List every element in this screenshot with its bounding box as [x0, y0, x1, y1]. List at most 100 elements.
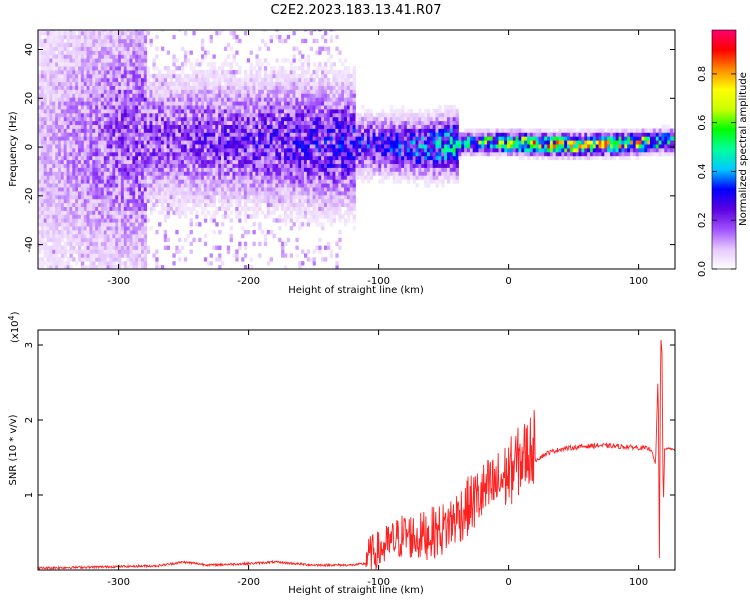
spectrogram-cell [60, 120, 65, 125]
spectrogram-cell [55, 206, 59, 211]
spectrogram-cell [192, 183, 196, 188]
spectrogram-cell [278, 136, 282, 141]
spectrogram-cell [141, 105, 145, 110]
spectrogram-cell [129, 265, 133, 269]
spectrogram-cell [163, 112, 168, 118]
spectrogram-cell [75, 191, 79, 196]
spectrogram-cell [118, 218, 122, 223]
spectrogram-cell [192, 206, 196, 211]
spectrogram-cell [326, 50, 331, 55]
spectrogram-cell [78, 241, 82, 246]
spectrogram-cell [135, 46, 139, 51]
spectrogram-cell [249, 179, 253, 184]
spectrogram-cell [203, 167, 208, 172]
spectrogram-cell [138, 167, 142, 172]
spectrogram-cell [135, 191, 139, 196]
spectrogram-cell [163, 183, 168, 188]
spectrogram-cell [95, 175, 99, 180]
spectrogram-cell [115, 222, 119, 227]
spectrogram-cell [138, 183, 142, 188]
spectrogram-cell [92, 183, 96, 188]
spectrogram-cell [92, 128, 96, 133]
spectrogram-cell [281, 112, 285, 118]
spectrogram-cell [206, 210, 210, 215]
spectrogram-cell [246, 112, 251, 118]
spectrogram-cell [304, 179, 308, 184]
spectrogram-cell [218, 179, 222, 184]
spectrogram-cell [281, 109, 285, 114]
spectrogram-cell [235, 198, 239, 204]
spectrogram-cell [100, 66, 105, 71]
spectrogram-cell [281, 89, 285, 94]
spectrogram-cell [46, 97, 50, 102]
spectrogram-cell [78, 124, 82, 129]
spectrogram-cell [106, 66, 110, 71]
spectrogram-cell [229, 101, 233, 106]
spectrogram-cell [123, 206, 128, 211]
spectrogram-cell [138, 85, 142, 90]
spectrogram-cell [126, 93, 130, 98]
spectrogram-cell [89, 191, 93, 196]
spectrogram-cell [115, 218, 119, 223]
spectrogram-cell [223, 179, 228, 184]
spectrogram-cell [118, 105, 122, 110]
spectrogram-cell [258, 253, 262, 258]
spectrogram-cell [52, 73, 56, 79]
spectrogram-cell [60, 112, 65, 118]
spectrogram-cell [112, 163, 116, 168]
spectrogram-cell [155, 124, 159, 129]
spectrogram-cell [120, 148, 125, 153]
spectrogram-cell [129, 171, 133, 176]
spectrogram-cell [126, 120, 130, 125]
spectrogram-cell [212, 194, 216, 200]
spectrogram-cell [58, 163, 62, 168]
spectrogram-cell [120, 187, 125, 192]
spectrogram-cell [146, 198, 150, 204]
spectrogram-cell [295, 151, 299, 157]
spectrogram-cell [318, 249, 322, 254]
spectrogram-cell [212, 77, 216, 83]
spectrogram-cell [286, 124, 291, 129]
spectrogram-cell [46, 202, 50, 207]
spectrogram-cell [169, 191, 173, 196]
spectrogram-cell [126, 101, 130, 106]
spectrogram-cell [141, 183, 145, 188]
spectrogram-cell [226, 163, 231, 168]
spectrogram-cell [146, 187, 150, 192]
spectrogram-cell [40, 187, 45, 192]
spectrogram-cell [235, 191, 239, 196]
spectrogram-cell [132, 54, 136, 59]
spectrogram-cell [149, 81, 153, 86]
spectrogram-cell [69, 31, 73, 36]
spectrogram-cell [286, 81, 291, 86]
spectrogram-cell [221, 132, 225, 137]
spectrogram-cell [52, 253, 56, 258]
spectrogram-cell [63, 214, 67, 219]
spectrogram-cell [186, 159, 190, 164]
spectrogram-cell [298, 171, 302, 176]
spectrogram-cell [241, 89, 245, 94]
spectrogram-cell [118, 155, 122, 161]
spectrogram-cell [243, 124, 248, 129]
spectrogram-cell [221, 198, 225, 204]
spectrogram-cell [106, 233, 110, 239]
spectrogram-cell [258, 81, 262, 86]
spectrogram-cell [221, 148, 225, 153]
spectrogram-cell [118, 245, 122, 250]
spectrogram-cell [189, 93, 193, 98]
spectrogram-cell [129, 241, 133, 246]
spectrogram-cell [306, 66, 311, 71]
spectrogram-cell [92, 34, 96, 40]
spectrogram-cell [40, 77, 45, 83]
spectrogram-cell [55, 233, 59, 239]
spectrogram-cell [95, 112, 99, 118]
spectrogram-cell [192, 155, 196, 161]
spectrogram-cell [169, 163, 173, 168]
spectrogram-cell [252, 136, 256, 141]
spectrogram-cell [289, 179, 293, 184]
spectrogram-cell [238, 89, 242, 94]
spectrogram-cell [266, 206, 271, 211]
spectrogram-cell [309, 46, 313, 51]
spectrogram-cell [289, 62, 293, 67]
spectrogram-cell [281, 93, 285, 98]
